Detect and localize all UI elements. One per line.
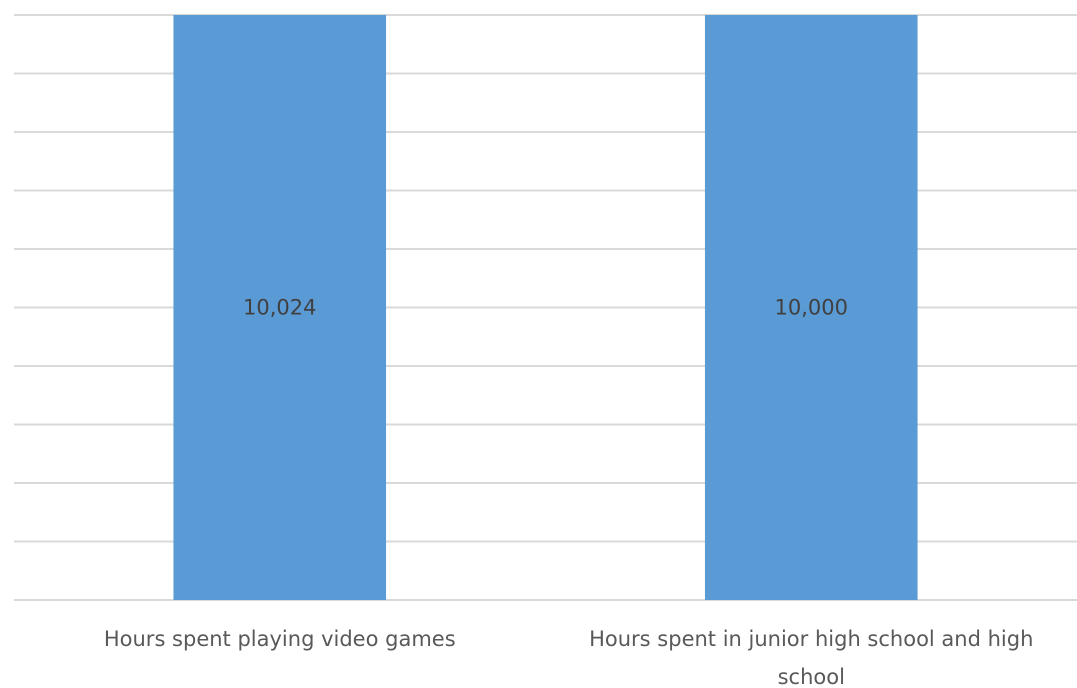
data-labels: 10,024 10,000: [243, 296, 848, 320]
data-label-1: 10,024: [243, 296, 316, 320]
bar-1: [173, 15, 387, 600]
bars: [173, 15, 918, 600]
category-label-1: Hours spent playing video games: [104, 627, 456, 651]
bar-2: [704, 15, 918, 600]
category-label-2-line-1: Hours spent in junior high school and hi…: [589, 627, 1033, 651]
category-labels: Hours spent playing video games Hours spe…: [104, 627, 1034, 688]
data-label-2: 10,000: [775, 296, 848, 320]
category-label-2-line-2: school: [778, 665, 845, 688]
